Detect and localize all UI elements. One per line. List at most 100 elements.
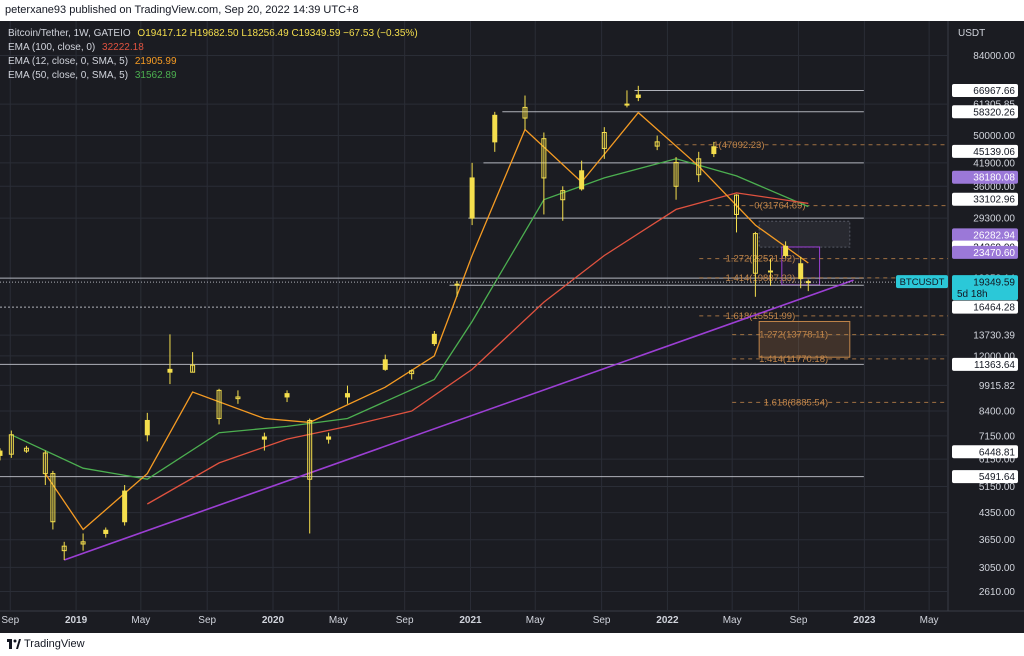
price-label-box [952,445,1018,459]
x-tick-label: 2021 [459,615,482,626]
y-tick-label: 6150.00 [979,455,1016,466]
candle-body [284,393,290,398]
candle-body [711,146,717,155]
y-tick-label: 50000.00 [973,131,1015,142]
candle-body [0,450,3,456]
y-tick-label: 2610.00 [979,587,1016,598]
candle-body [326,436,332,440]
candle-body [261,436,267,440]
price-label: 11363.64 [974,360,1015,371]
bar-countdown: 5d 18h [957,289,988,300]
candle-body [522,106,528,119]
price-label: 45139.06 [973,147,1015,158]
legend-ema100-row: EMA (100, close, 0) 32222.18 [8,42,144,53]
y-axis-title: USDT [958,28,985,39]
candle-body [216,389,222,420]
fib-label: 1.272(13778.11) [759,330,828,341]
x-tick-label: Sep [593,615,611,626]
y-tick-label: 41900.00 [973,158,1015,169]
candle-body [454,283,460,286]
legend-ema12: EMA (12, close, 0, SMA, 5) [8,56,129,67]
y-tick-label: 84000.00 [973,51,1015,62]
candle-body [122,490,128,523]
legend-symbol-row: Bitcoin/Tether, 1W, GATEIO O19417.12 H19… [8,28,418,39]
fib-label: 1.414(11770.18) [759,354,828,365]
legend-ema50-row: EMA (50, close, 0, SMA, 5) 31562.89 [8,70,177,81]
y-tick-label: 61305.85 [973,100,1015,111]
legend-ema12-value: 21905.99 [134,56,177,67]
symbol-label-box [896,275,948,289]
fib-label: 1.272(22531.92) [726,254,796,265]
price-label: 33102.96 [973,195,1015,206]
zone-box [758,320,851,358]
y-tick-label: 7150.00 [979,431,1016,442]
candle-body [635,94,641,98]
candle-body [307,419,313,480]
x-tick-label: 2023 [853,615,876,626]
current-price-box [952,275,1018,301]
tradingview-logo-icon [7,639,21,649]
price-label-box [952,144,1018,158]
price-label-box [952,300,1018,314]
candle-body [144,419,150,436]
candle-body [673,161,679,187]
price-label: 38180.08 [973,173,1015,184]
y-tick-label: 12000.00 [973,351,1015,362]
legend-ema50-value: 31562.89 [134,70,177,81]
y-tick-label: 9915.82 [979,381,1016,392]
legend-ohlc: O19417.12 H19682.50 L18256.49 C19349.59 … [137,28,418,39]
candle-body [103,529,109,534]
candle-body [431,333,437,345]
price-label-box [952,83,1018,97]
legend-ema100-value: 32222.18 [102,42,144,53]
candle-body [752,233,758,274]
x-tick-label: 2020 [262,615,285,626]
candle-body [601,132,607,149]
legend-symbol: Bitcoin/Tether, 1W, GATEIO [8,28,131,39]
fib-label: 1.414(19887.33) [726,273,796,284]
price-label-box [952,170,1018,184]
trendline [63,279,854,561]
current-price-label: 19349.59 [973,278,1015,289]
candle-body [167,368,173,373]
footer-brand: TradingView [24,638,85,650]
candle-body [733,194,739,215]
price-axis-background [948,21,1024,611]
legend-ema100: EMA (100, close, 0) [8,42,96,53]
y-tick-label: 8400.00 [979,406,1016,417]
price-label: 66967.66 [973,86,1015,97]
price-label-box [952,105,1018,119]
y-tick-label: 36000.00 [973,182,1015,193]
candle-body [560,190,566,201]
candle-body [805,281,811,284]
price-label: 58320.26 [973,107,1015,118]
candle-body [798,263,804,280]
price-label: 23470.60 [973,248,1015,259]
x-tick-label: 2019 [65,615,88,626]
x-tick-label: May [723,615,742,626]
candle-body [344,393,350,398]
y-tick-label: 29300.00 [973,214,1015,225]
price-chart[interactable]: 1(47092.23) 0(31764.69) 1.272(22531.92) 1.4… [0,21,1024,633]
x-tick-label: May [131,615,150,626]
candle-body [654,141,660,147]
y-tick-label: 3650.00 [979,535,1016,546]
candle-body [42,452,48,475]
candle-body [8,434,14,455]
price-label-box [952,470,1018,484]
x-tick-label: Sep [396,615,414,626]
x-tick-label: May [329,615,348,626]
publisher-bar: peterxane93 published on TradingView.com… [0,0,1024,21]
y-tick-label: 13730.39 [973,331,1015,342]
candle-body [190,364,196,373]
candles [0,85,811,561]
price-label-box [952,357,1018,371]
fib-label: 1.618(15551.99) [726,311,796,322]
price-label: 26282.94 [973,230,1015,241]
fib-label: 0(31764.69) [754,201,805,212]
ema12-line [44,111,809,531]
x-tick-label: Sep [1,615,19,626]
footer-bar: TradingView [0,633,1024,656]
fib-label: 1(47092.23) [713,140,764,151]
candle-body [23,447,29,452]
